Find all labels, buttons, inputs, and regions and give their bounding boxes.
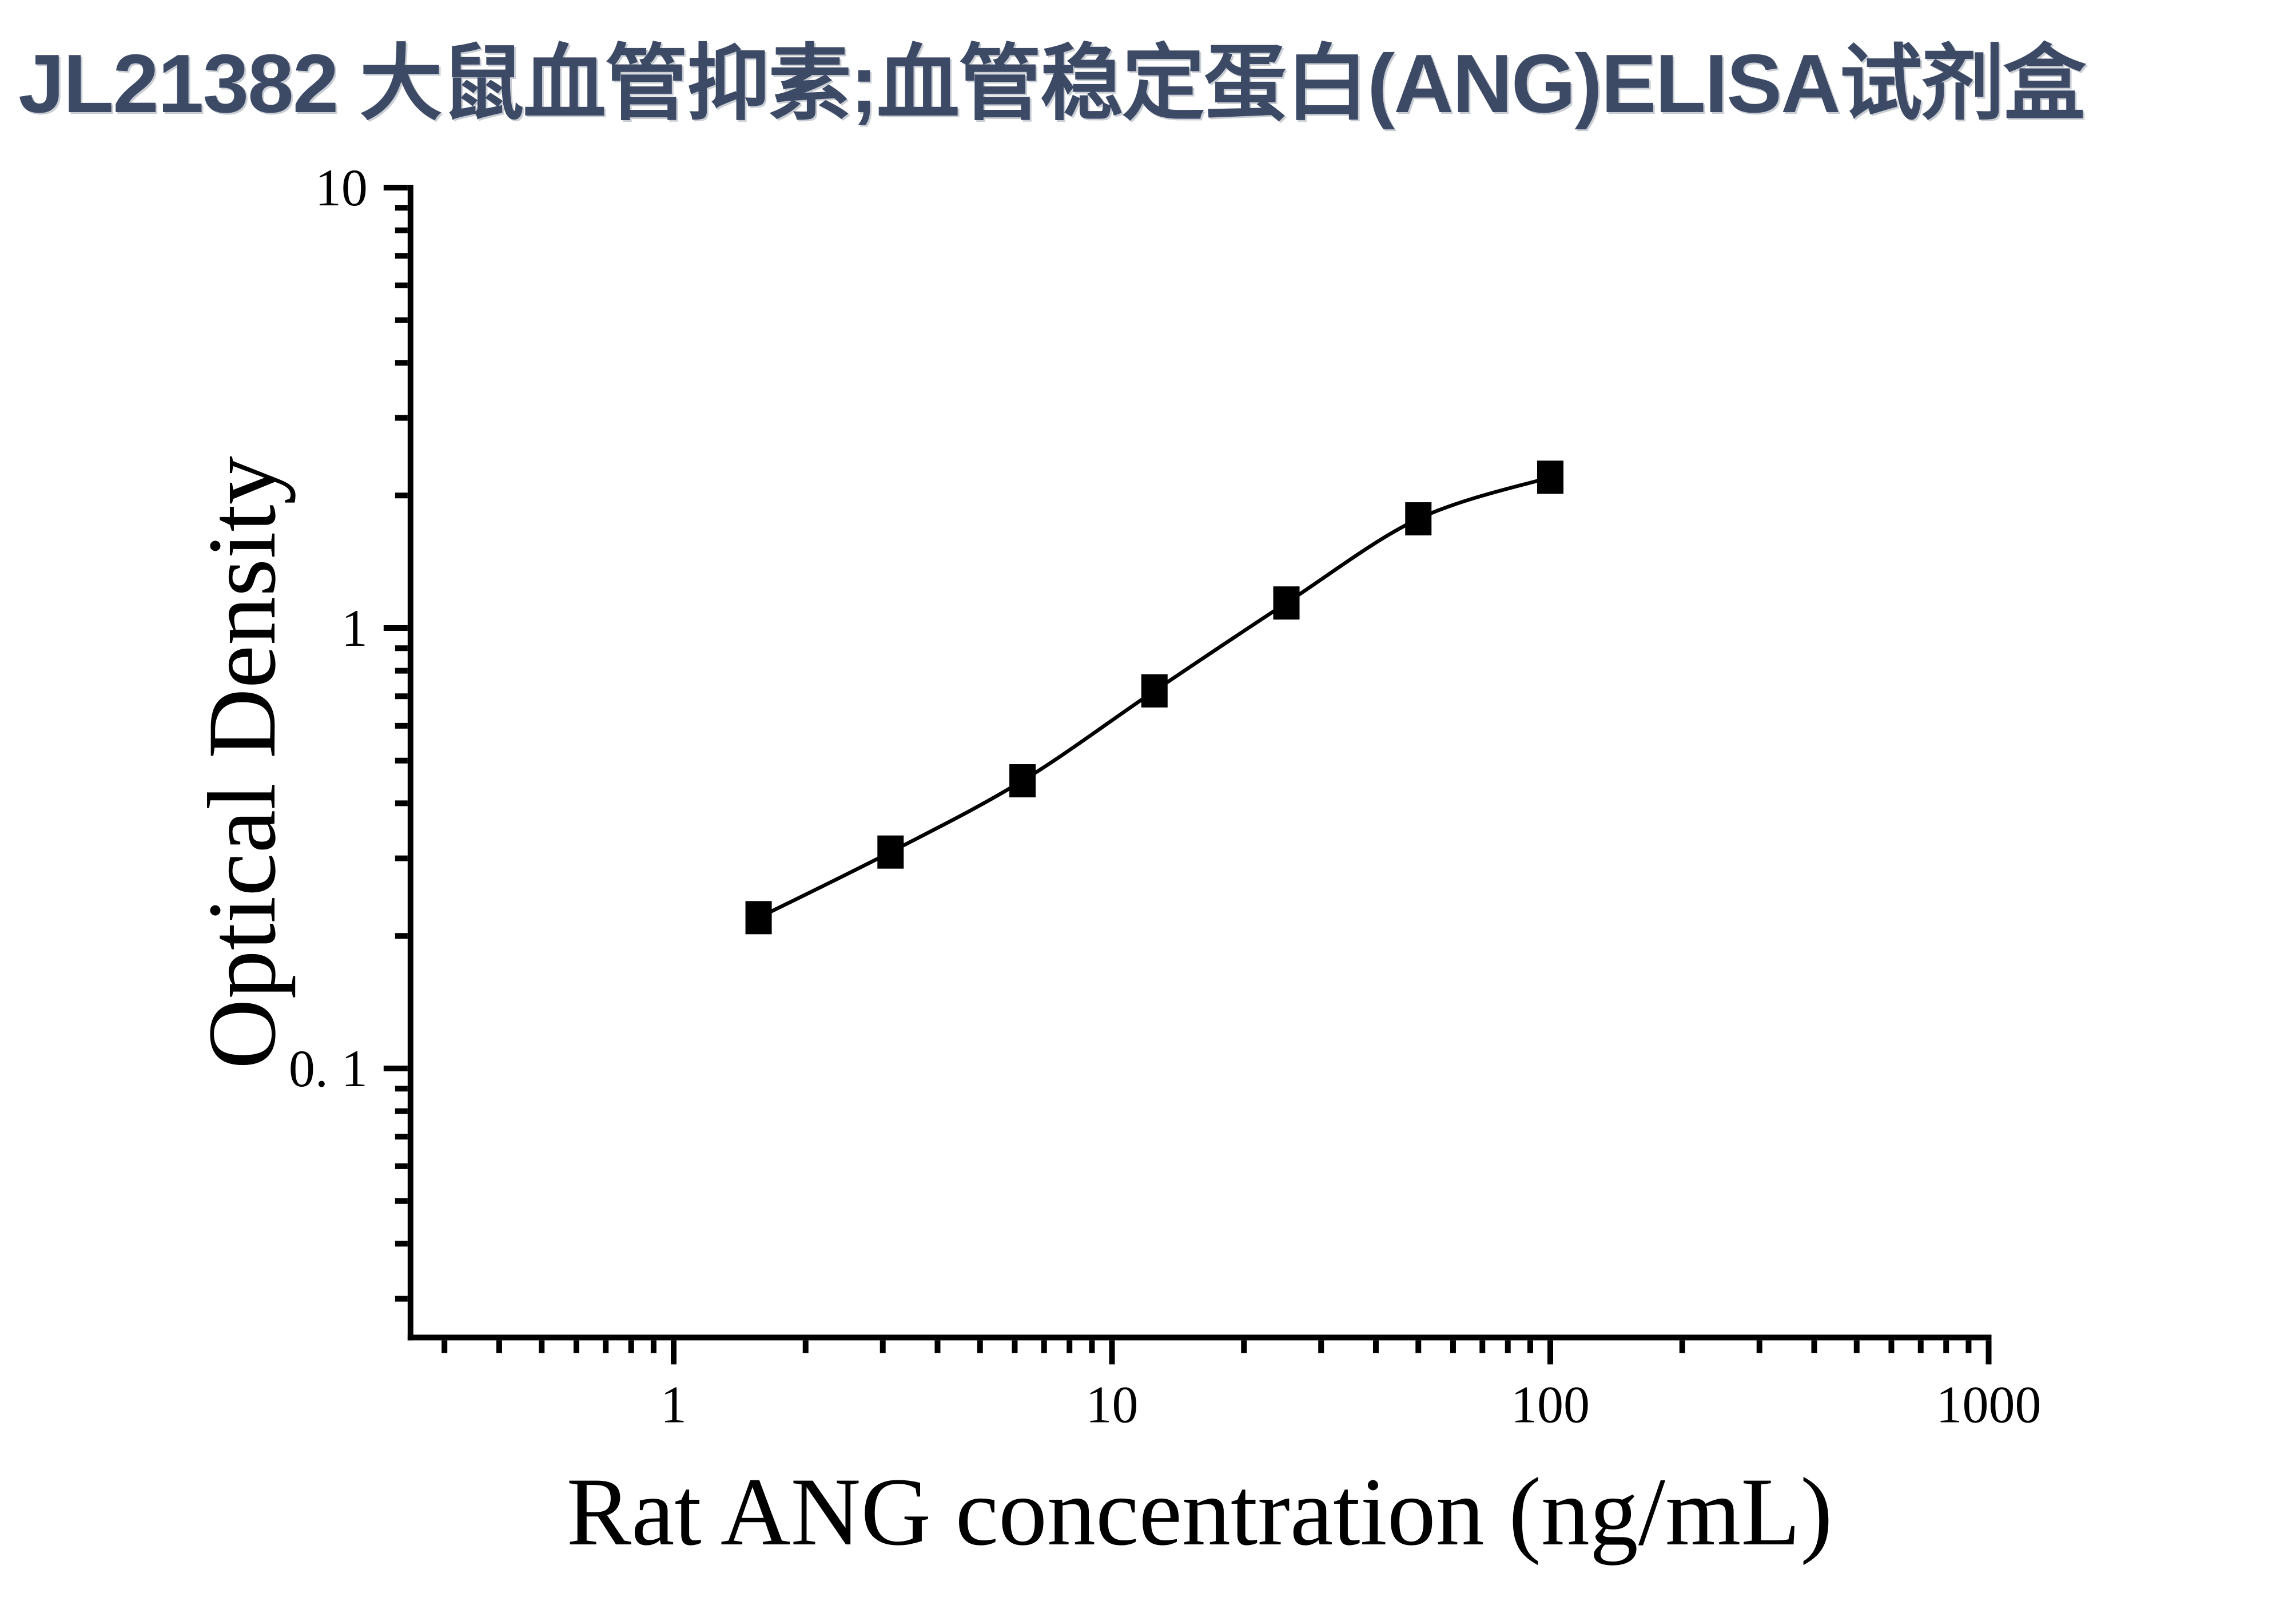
- x-tick-label: 1000: [1936, 1375, 2042, 1433]
- data-point-marker: [1405, 502, 1432, 536]
- data-point-marker: [1141, 674, 1168, 708]
- chart-title: JL21382 大鼠血管抑素;血管稳定蛋白(ANG)ELISA试剂盒: [18, 37, 2086, 130]
- x-tick-label: 1: [660, 1375, 687, 1433]
- y-axis-ticks: [383, 185, 408, 1302]
- y-tick-label: 10: [315, 158, 368, 217]
- data-point-marker: [877, 835, 904, 869]
- x-axis-ticks: [441, 1340, 1992, 1365]
- y-tick-label: 1: [341, 599, 368, 657]
- data-point-marker: [1537, 460, 1563, 494]
- y-axis-title: Optical Density: [188, 456, 296, 1069]
- data-point-marker: [1009, 764, 1036, 798]
- data-point-marker: [1273, 586, 1300, 620]
- y-axis-tick-labels: 10 1 0. 1: [289, 158, 368, 1098]
- x-axis-title: Rat ANG concentration (ng/mL): [567, 1458, 1833, 1566]
- y-tick-label: 0. 1: [289, 1039, 368, 1098]
- axes: [407, 185, 1992, 1341]
- x-tick-label: 10: [1086, 1375, 1139, 1433]
- data-points: [745, 460, 1563, 935]
- data-point-marker: [745, 901, 772, 935]
- x-tick-label: 100: [1511, 1375, 1590, 1433]
- x-axis-tick-labels: 1 10 100 1000: [660, 1375, 2042, 1433]
- axis-titles: Rat ANG concentration (ng/mL) Optical Den…: [188, 456, 1833, 1566]
